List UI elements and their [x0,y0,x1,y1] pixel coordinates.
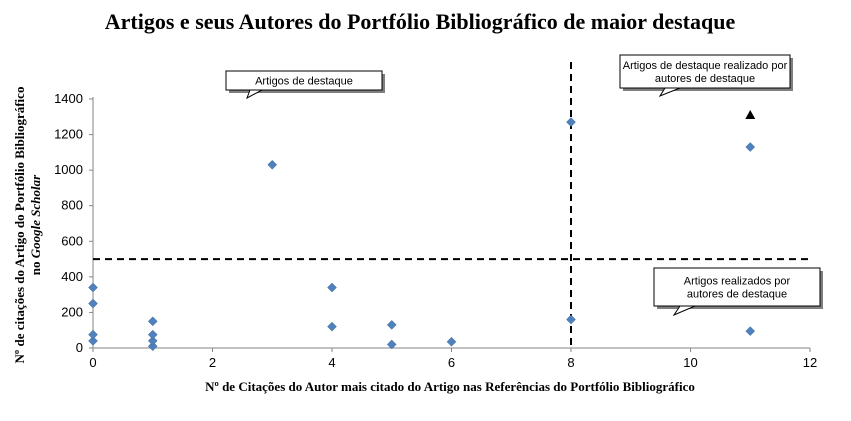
y-axis-label-group: Nº de citações do Artigo do Portfólio Bi… [12,87,43,364]
y-tick-label: 400 [61,269,83,284]
data-point-triangle [745,110,756,120]
data-point [147,341,158,352]
x-axis-label: Nº de Citações do Autor mais citado do A… [205,379,695,394]
data-point [386,339,397,350]
data-point [88,336,98,346]
x-tick-label: 0 [89,355,96,370]
data-point [147,336,158,346]
callout-text: Artigos de destaque [255,76,353,88]
data-point [386,320,397,330]
data-point [88,329,98,340]
callout-text: Artigos realizados por [684,276,791,288]
callout-pointer [246,89,263,100]
callout-text: autores de destaque [687,289,787,301]
data-point [566,117,576,127]
callout-pointer [658,87,681,98]
data-point [327,282,337,293]
callout-pointer [672,305,696,317]
data-point [327,321,337,332]
data-point [147,329,158,340]
x-tick-label: 12 [803,355,817,370]
y-tick-label: 800 [61,198,83,213]
y-tick-label: 1400 [54,91,83,106]
callout-articles-by-featured-authors [653,267,821,307]
x-tick-label: 6 [448,355,455,370]
y-tick-label: 600 [61,233,83,248]
data-point [745,326,756,336]
x-tick-label: 8 [567,355,574,370]
callout-featured-articles-by-featured-authors [619,54,791,89]
y-tick-label: 0 [76,340,83,355]
y-axis-label-line2: no Google Scholar [28,174,43,275]
data-point [566,314,576,325]
data-point [267,159,278,170]
callout-featured-articles [225,70,383,91]
y-tick-label: 1200 [54,127,83,142]
x-tick-label: 10 [683,355,697,370]
data-point [446,336,457,347]
data-point [88,282,98,293]
callout-text: Artigos de destaque realizado por [623,60,788,72]
data-point [88,298,98,309]
data-point [745,142,756,152]
y-tick-label: 1000 [54,162,83,177]
x-tick-label: 4 [328,355,335,370]
x-tick-label: 2 [209,355,216,370]
y-tick-label: 200 [61,304,83,319]
y-axis-label-line1: Nº de citações do Artigo do Portfólio Bi… [12,87,27,364]
data-point [147,316,158,327]
callout-text: autores de destaque [655,73,755,85]
chart-title: Artigos e seus Autores do Portfólio Bibl… [104,9,736,34]
